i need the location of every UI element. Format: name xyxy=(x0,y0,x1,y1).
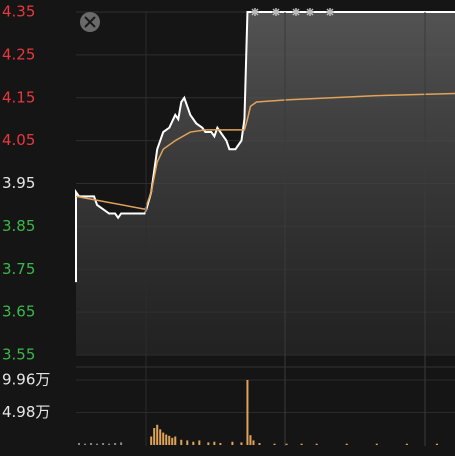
volume-bar xyxy=(285,443,288,445)
volume-bar xyxy=(258,443,261,445)
volume-bar xyxy=(174,436,177,445)
y-tick-label: 4.98万 xyxy=(2,403,50,421)
volume-bar xyxy=(78,443,81,445)
volume-bar xyxy=(171,437,174,445)
volume-bar xyxy=(108,443,111,445)
y-tick-label: 3.65 xyxy=(2,303,35,321)
volume-bar xyxy=(102,443,105,445)
volume-bar xyxy=(156,424,159,445)
volume-bar xyxy=(150,436,153,445)
volume-bar xyxy=(345,443,348,445)
y-tick-label: 3.95 xyxy=(2,174,35,192)
volume-bar xyxy=(180,439,183,445)
y-tick-label: 9.96万 xyxy=(2,371,50,389)
price-line xyxy=(75,11,455,283)
volume-bar xyxy=(375,443,378,445)
volume-bar xyxy=(120,442,123,445)
volume-bar xyxy=(192,441,195,445)
volume-bar xyxy=(198,440,201,445)
volume-bar xyxy=(96,443,99,445)
volume-bar xyxy=(159,429,162,445)
volume-bar xyxy=(249,435,252,445)
volume-bar xyxy=(207,442,210,445)
y-tick-label: 4.15 xyxy=(2,88,35,106)
y-tick-label: 4.05 xyxy=(2,131,35,149)
volume-bar xyxy=(315,443,318,445)
volume-bar xyxy=(168,435,171,445)
volume-bar xyxy=(84,443,87,445)
y-tick-label: 3.75 xyxy=(2,260,35,278)
volume-bar xyxy=(252,440,255,445)
y-tick-label: 3.85 xyxy=(2,217,35,235)
volume-bar xyxy=(246,380,249,445)
average-line xyxy=(75,92,455,211)
y-tick-label: 4.25 xyxy=(2,45,35,63)
volume-bar xyxy=(213,441,216,445)
volume-bar xyxy=(219,443,222,445)
volume-bar xyxy=(300,443,303,445)
volume-bar xyxy=(153,428,156,445)
volume-bar xyxy=(114,443,117,445)
price-area xyxy=(76,12,455,355)
volume-bar xyxy=(435,443,438,445)
volume-bar xyxy=(273,443,276,445)
volume-bar xyxy=(405,443,408,445)
volume-bar xyxy=(90,443,93,445)
volume-bar xyxy=(231,441,234,445)
volume-bar xyxy=(162,432,165,445)
volume-bar xyxy=(240,442,243,445)
volume-bar xyxy=(186,440,189,445)
y-tick-label: 3.55 xyxy=(2,346,35,364)
y-tick-label: 4.35 xyxy=(2,3,35,21)
limit-markers xyxy=(251,8,334,16)
close-button[interactable] xyxy=(80,12,100,32)
volume-bar xyxy=(165,434,168,445)
plot: 4.35 4.25 4.15 4.05 3.95 3.85 3.75 3.65 3.55 9.96… xyxy=(2,3,455,445)
